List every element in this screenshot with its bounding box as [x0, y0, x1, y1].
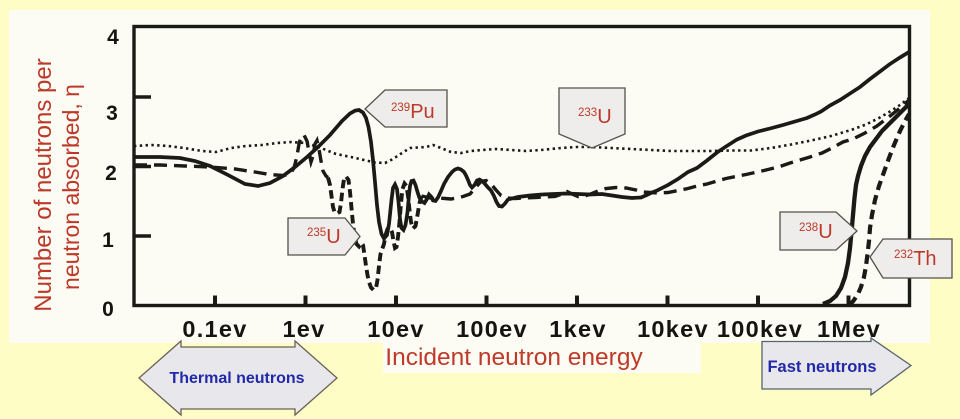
svg-text:1Mev: 1Mev: [817, 316, 881, 342]
svg-text:238U: 238U: [799, 221, 833, 243]
svg-text:1kev: 1kev: [549, 316, 606, 342]
svg-text:10kev: 10kev: [637, 316, 709, 342]
svg-text:neutron absorbed, η: neutron absorbed, η: [58, 84, 84, 290]
svg-text:4: 4: [107, 26, 119, 49]
svg-text:232Th: 232Th: [894, 248, 937, 270]
svg-text:Thermal neutrons: Thermal neutrons: [169, 370, 304, 387]
svg-text:235U: 235U: [307, 226, 341, 248]
svg-text:Incident neutron energy: Incident neutron energy: [385, 344, 643, 371]
svg-text:Fast neutrons: Fast neutrons: [767, 358, 876, 376]
svg-text:3: 3: [106, 102, 118, 125]
svg-text:2: 2: [105, 162, 117, 185]
svg-text:1ev: 1ev: [282, 316, 325, 342]
svg-text:1: 1: [102, 229, 114, 252]
svg-text:100kev: 100kev: [717, 316, 803, 342]
svg-text:239Pu: 239Pu: [391, 101, 435, 123]
svg-text:Number of neutrons per: Number of neutrons per: [30, 58, 57, 311]
svg-text:233U: 233U: [578, 106, 612, 128]
svg-text:0.1ev: 0.1ev: [182, 316, 247, 342]
svg-text:100ev: 100ev: [456, 316, 528, 342]
svg-text:0: 0: [102, 298, 114, 321]
svg-text:10ev: 10ev: [367, 316, 424, 342]
